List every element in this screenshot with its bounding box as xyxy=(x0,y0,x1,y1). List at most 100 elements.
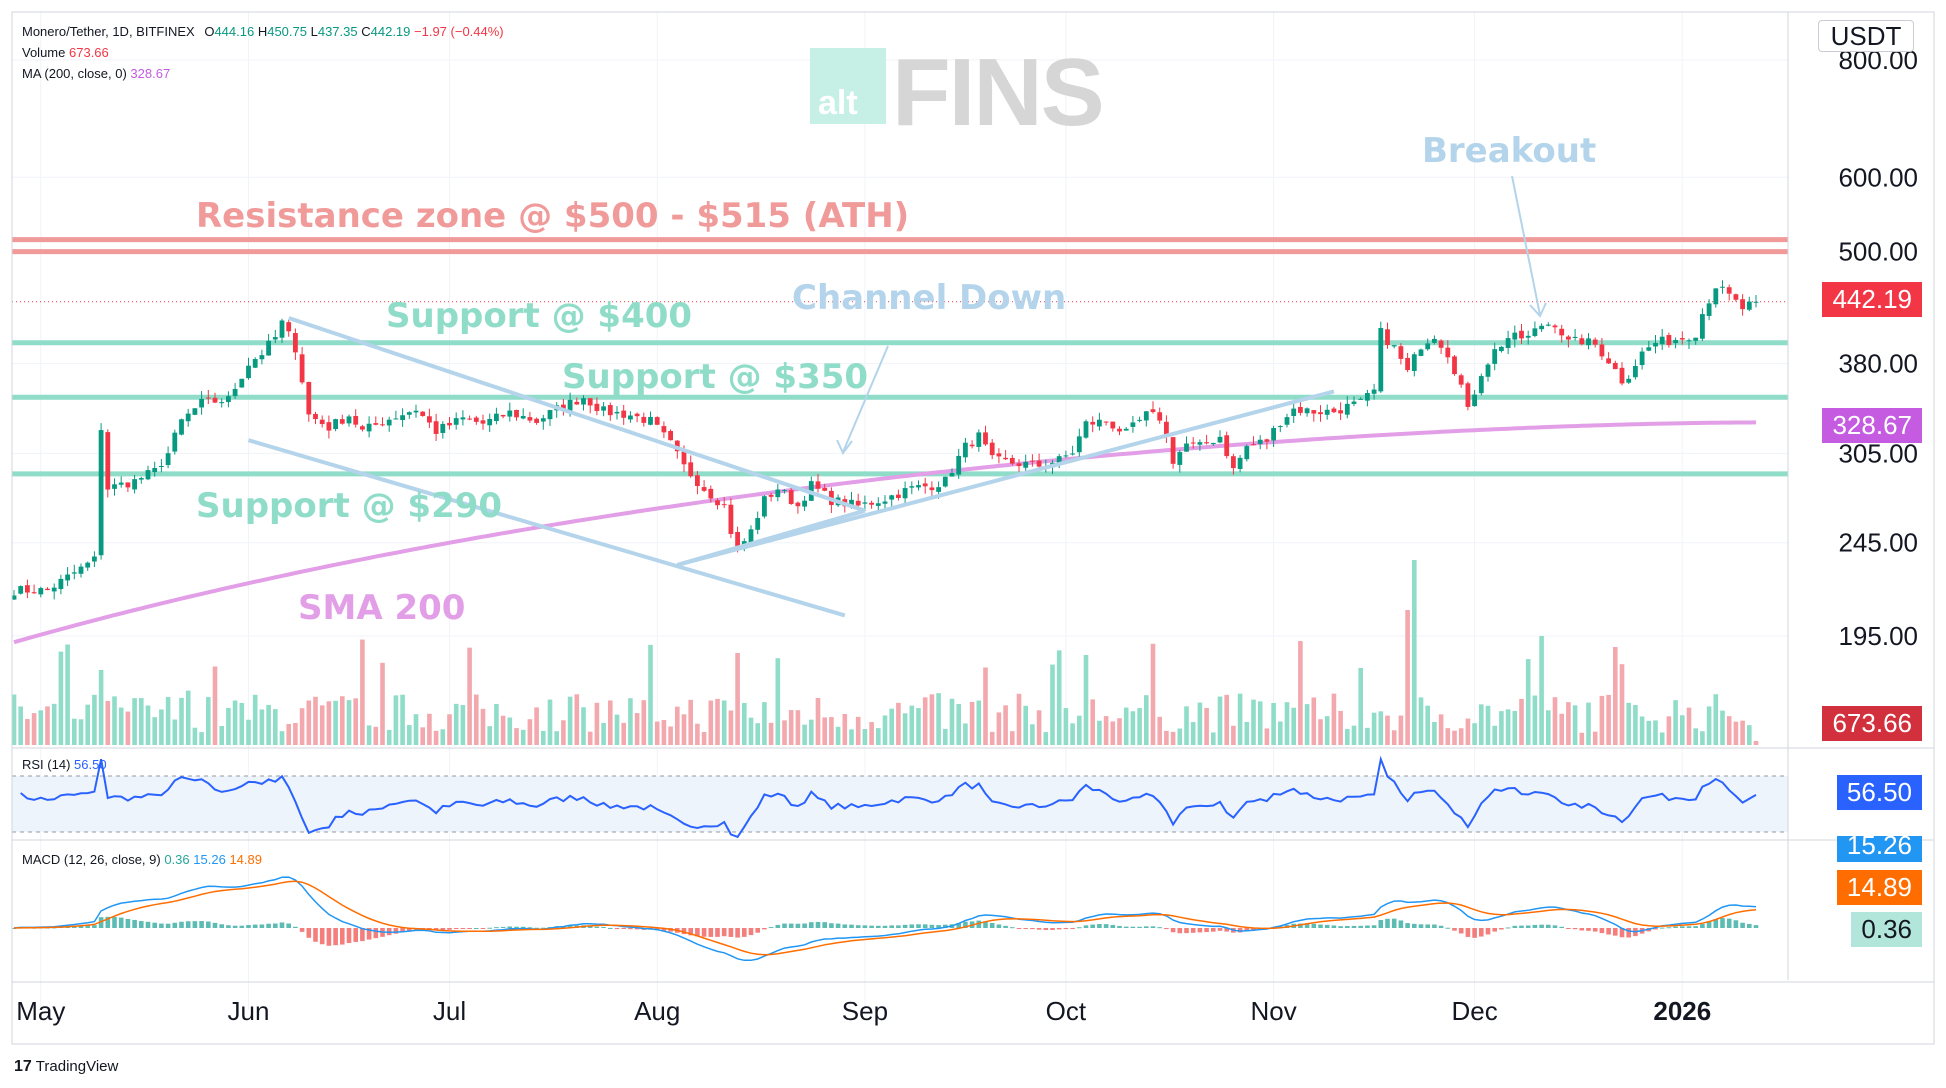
macd-hist-bar-39 xyxy=(273,923,278,928)
volume-bar-55 xyxy=(380,662,385,745)
candle-body-246 xyxy=(1659,336,1665,345)
macd-legend[interactable]: MACD (12, 26, close, 9) 0.36 15.26 14.89 xyxy=(22,852,262,868)
macd-hist-bar-40 xyxy=(279,922,285,928)
candle-body-71 xyxy=(487,418,493,426)
macd-hist-bar-46 xyxy=(319,928,325,945)
volume-legend[interactable]: Volume 673.66 xyxy=(22,45,109,61)
candle-body-204 xyxy=(1378,327,1384,392)
volume-bar-160 xyxy=(1083,655,1089,745)
macd-hist-bar-134 xyxy=(909,924,915,928)
macd-signal-line xyxy=(13,880,1757,956)
candle-body-210 xyxy=(1418,349,1424,356)
volume-bar-178 xyxy=(1204,708,1209,745)
volume-bar-244 xyxy=(1646,720,1652,745)
candle-body-57 xyxy=(393,418,399,420)
volume-bar-239 xyxy=(1613,647,1618,745)
volume-bar-133 xyxy=(902,713,908,745)
tradingview-logo[interactable]: 17 TradingView xyxy=(14,1058,118,1076)
macd-badge: 15.26 xyxy=(1836,836,1922,862)
macd-hist-bar-200 xyxy=(1351,925,1357,928)
volume-bar-10 xyxy=(78,719,84,745)
macd-hist-bar-92 xyxy=(628,928,633,930)
candle-body-245 xyxy=(1653,342,1658,347)
volume-bar-45 xyxy=(313,696,318,745)
currency-selector[interactable]: USDT xyxy=(1818,20,1914,52)
candle-body-199 xyxy=(1344,403,1350,415)
volume-bar-254 xyxy=(1713,694,1719,745)
volume-bar-8 xyxy=(65,644,70,745)
candle-body-83 xyxy=(567,399,573,411)
symbol-legend[interactable]: Monero/Tether, 1D, BITFINEX O444.16 H450… xyxy=(22,24,504,40)
sma-label: SMA 200 xyxy=(298,588,465,628)
volume-bar-56 xyxy=(386,729,392,745)
volume-bar-179 xyxy=(1211,732,1216,745)
macd-hist-bar-149 xyxy=(1010,927,1015,929)
candle-body-19 xyxy=(138,478,144,480)
macd-hist-bar-141 xyxy=(956,923,961,928)
candle-body-181 xyxy=(1224,435,1230,457)
macd-hist-bar-34 xyxy=(239,925,245,928)
macd-hist-bar-162 xyxy=(1097,924,1102,928)
candle-body-173 xyxy=(1170,437,1176,464)
macd-hist-bar-112 xyxy=(762,928,767,930)
macd-hist-bar-22 xyxy=(159,923,164,928)
macd-hist-bar-209 xyxy=(1412,923,1417,928)
macd-hist-bar-29 xyxy=(206,921,211,928)
rsi-legend[interactable]: RSI (14) 56.50 xyxy=(22,757,107,773)
volume-bar-144 xyxy=(976,700,982,745)
volume-bar-84 xyxy=(574,694,580,745)
volume-bar-241 xyxy=(1626,702,1631,745)
macd-hist-bar-183 xyxy=(1237,928,1243,933)
macd-hist-bar-216 xyxy=(1458,928,1464,934)
macd-hist-bar-158 xyxy=(1070,928,1075,929)
candle-body-62 xyxy=(427,416,432,423)
ohlc-h: 450.75 xyxy=(267,24,307,39)
macd-hist-bar-246 xyxy=(1659,927,1665,929)
candle-body-10 xyxy=(78,566,84,574)
x-tick-aug: Aug xyxy=(634,996,680,1026)
macd-hist-bar-175 xyxy=(1184,928,1189,934)
volume-bar-49 xyxy=(340,696,345,745)
volume-bar-215 xyxy=(1452,730,1457,745)
candle-body-215 xyxy=(1452,356,1457,375)
volume-bar-221 xyxy=(1492,725,1497,745)
volume-bar-196 xyxy=(1324,716,1330,745)
volume-bar-199 xyxy=(1345,728,1350,745)
volume-bar-36 xyxy=(252,694,258,745)
uptrend-support-line xyxy=(676,389,1335,567)
macd-hist-bar-26 xyxy=(185,921,191,928)
candle-body-55 xyxy=(380,424,385,426)
candle-body-258 xyxy=(1740,299,1745,310)
volume-bar-253 xyxy=(1706,706,1712,745)
macd-hist-bar-114 xyxy=(775,924,781,928)
volume-bar-158 xyxy=(1070,723,1075,745)
volume-bar-75 xyxy=(514,728,519,745)
volume-bar-162 xyxy=(1097,720,1102,745)
macd-hist-bar-58 xyxy=(400,928,405,933)
macd-hist-bar-215 xyxy=(1452,928,1457,931)
candle-body-34 xyxy=(239,378,245,388)
macd-hist-bar-170 xyxy=(1150,926,1156,928)
ohlc-c: 442.19 xyxy=(370,24,411,39)
candle-body-74 xyxy=(507,410,513,417)
macd-hist-bar-53 xyxy=(366,928,372,940)
tradingview-mark-icon: 17 xyxy=(14,1058,32,1075)
candle-body-15 xyxy=(112,484,117,489)
candle-body-46 xyxy=(319,419,325,425)
macd-hist-bar-164 xyxy=(1110,924,1116,928)
macd-hist-bar-130 xyxy=(882,925,888,928)
macd-hist-bar-77 xyxy=(527,927,533,929)
annotated-levels xyxy=(12,237,1788,477)
macd-hist-bar-21 xyxy=(152,922,157,928)
ma-legend[interactable]: MA (200, close, 0) 328.67 xyxy=(22,66,170,82)
volume-bar-187 xyxy=(1264,728,1270,745)
macd-hist-bar-172 xyxy=(1164,928,1169,930)
macd-hist-bar-0 xyxy=(11,928,17,929)
volume-bar-81 xyxy=(554,731,559,745)
candle-body-152 xyxy=(1030,460,1035,462)
macd-hist-bar-220 xyxy=(1485,928,1491,935)
macd-hist-bar-33 xyxy=(232,925,238,928)
volume-bar-194 xyxy=(1311,697,1317,745)
macd-hist-bar-248 xyxy=(1673,926,1678,928)
